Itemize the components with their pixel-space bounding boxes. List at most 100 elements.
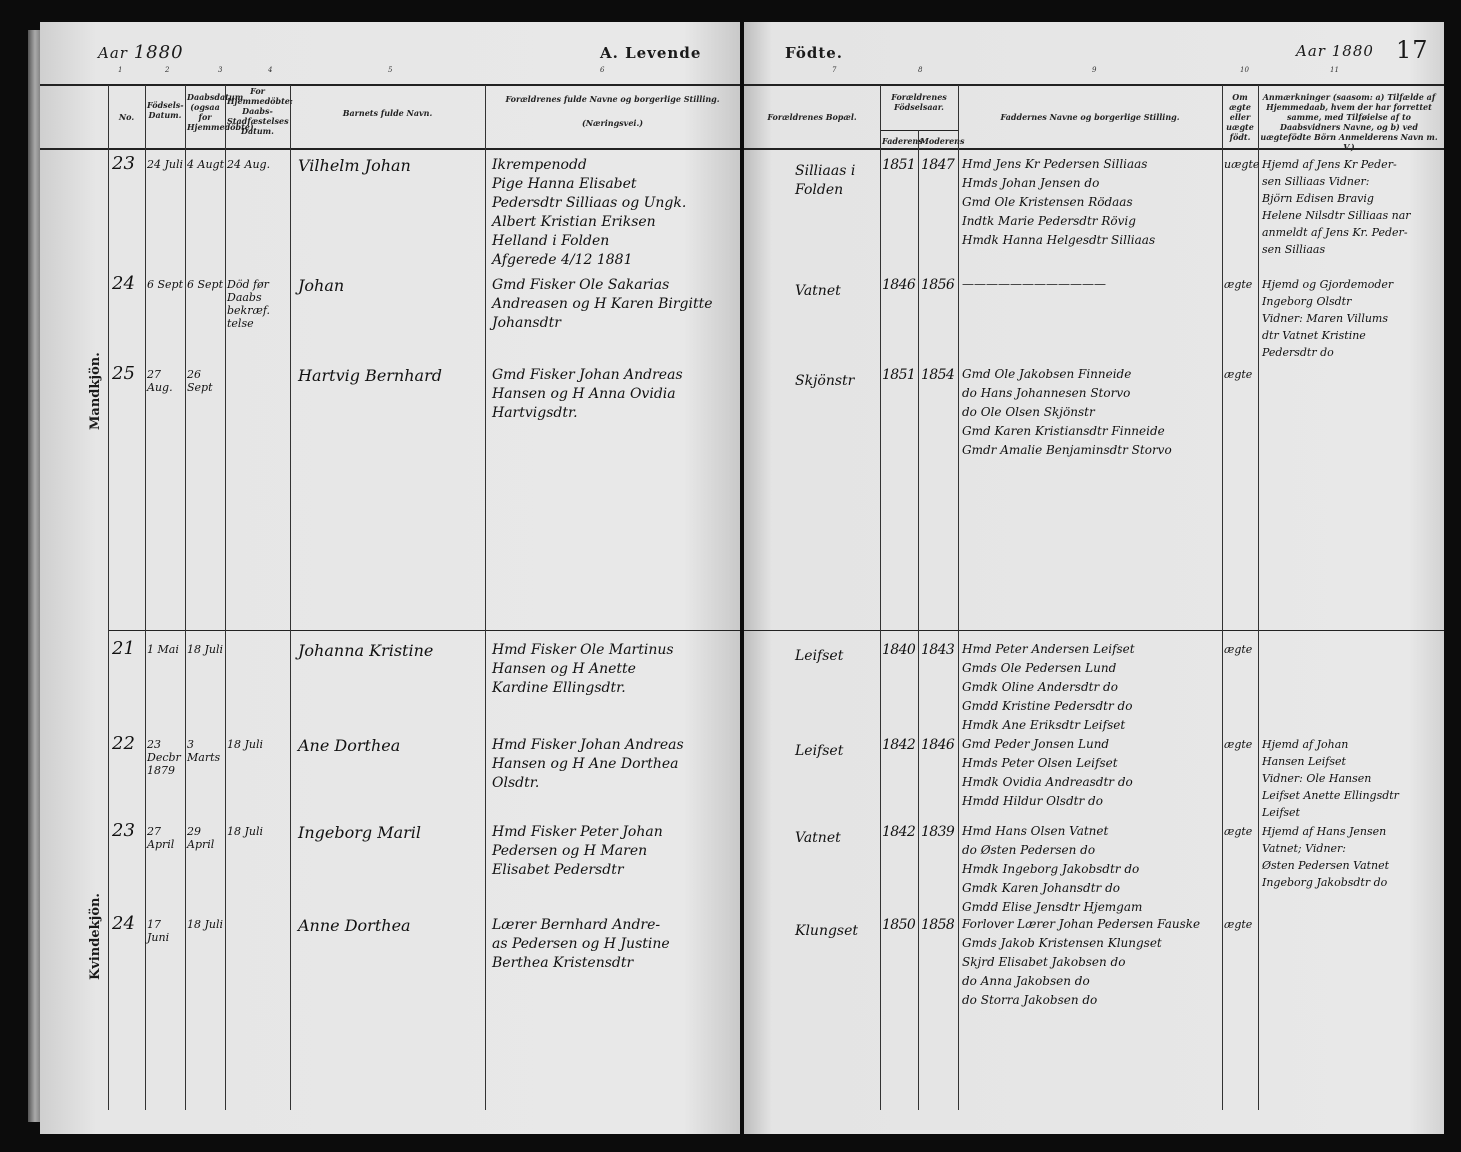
parents-line: Hmd Fisker Peter Johan [492,824,663,840]
confirmation-date: 18 Juli [227,738,264,751]
remark-line: Pedersdtr do [1262,346,1334,359]
header-sponsors: Faddernes Navne og borgerlige Stilling. [1000,112,1180,122]
left-title: A. Levende [600,44,702,62]
entry-number: 23 [112,820,135,841]
residence: Folden [795,182,844,198]
sponsor-line: Hmd Hans Olsen Vatnet [962,824,1109,838]
legitimacy: ægte [1224,825,1253,838]
entry-number: 24 [112,273,135,294]
child-name: Johan [298,276,345,295]
sponsor-line: Gmd Ole Jakobsen Finneide [962,367,1132,381]
header-home-baptized: For Hjemmedöbte: Daabs-Stadfæstelses Dat… [227,86,293,136]
column-number: 6 [600,66,605,74]
child-name: Ingeborg Maril [298,823,421,842]
parents-line: Olsdtr. [492,775,540,791]
baptism-date: 18 Juli [187,643,224,656]
legitimacy: ægte [1224,278,1253,291]
residence: Vatnet [795,830,841,846]
remark-line: Leifset [1262,806,1300,819]
column-line [1258,85,1259,1110]
mother-birth-year: 1858 [921,917,955,933]
mother-birth-year: 1856 [921,277,955,293]
legitimacy: uægte [1224,158,1260,171]
mother-birth-year: 1847 [921,157,955,173]
parents-line: Albert Kristian Eriksen [492,214,656,230]
remark-line: sen Silliaas Vidner: [1262,175,1370,188]
residence: Klungset [795,923,859,939]
header-father: Faderens [882,136,923,146]
sponsor-line: Hmd Peter Andersen Leifset [962,642,1135,656]
column-number: 9 [1092,66,1097,74]
parents-line: Berthea Kristensdtr [492,955,634,971]
parents-line: Hmd Fisker Ole Martinus [492,642,674,658]
entry-number: 23 [112,153,135,174]
sponsor-line: Gmds Ole Pedersen Lund [962,661,1117,675]
sponsor-line: do Storra Jakobsen do [962,993,1098,1007]
father-birth-year: 1846 [882,277,916,293]
column-line [958,85,959,1110]
sponsor-line: Gmdd Kristine Pedersdtr do [962,699,1133,713]
parents-line: Kardine Ellingsdtr. [492,680,626,696]
header-baptism-date: Daabsdatum (ogsaa for Hjemmedöbte). [187,92,257,132]
year-value: 1880 [133,42,184,63]
left-page [40,22,740,1134]
parents-line: Hansen og H Anna Ovidia [492,386,676,402]
sponsor-line: Hmd Jens Kr Pedersen Silliaas [962,157,1148,171]
remark-line: anmeldt af Jens Kr. Peder- [1262,226,1408,239]
remark-line: Vidner: Ole Hansen [1262,772,1372,785]
header-parents: Forældrenes fulde Navne og borgerlige St… [505,94,720,104]
remark-line: Björn Edisen Bravig [1262,192,1374,205]
remark-line: Hansen Leifset [1262,755,1346,768]
header-no: No. [118,112,135,122]
child-name: Hartvig Bernhard [298,366,442,385]
parents-line: Hartvigsdtr. [492,405,578,421]
sponsor-line: Hmdd Hildur Olsdtr do [962,794,1103,808]
baptism-date: 29 April [187,825,215,851]
year-left: Aar 1880 [98,42,184,63]
section-divider [108,630,740,631]
column-number: 10 [1240,66,1249,74]
rule-line [744,148,1444,150]
remark-line: Hjemd af Jens Kr Peder- [1262,158,1397,171]
remark-line: Vidner: Maren Villums [1262,312,1389,325]
sponsor-line: Gmd Karen Kristiansdtr Finneide [962,424,1165,438]
column-line [145,85,146,1110]
page-number: 17 [1396,36,1429,64]
section-divider [744,630,1444,631]
column-line [185,85,186,1110]
header-birth-date: Födsels-Datum. [147,100,184,120]
residence: Vatnet [795,283,841,299]
residence: Leifset [795,743,844,759]
remark-line: Hjemd og Gjordemoder [1262,278,1394,291]
sponsor-line: Hmdk Ingeborg Jakobsdtr do [962,862,1140,876]
right-title: Födte. [785,44,844,62]
parents-line: Gmd Fisker Ole Sakarias [492,277,670,293]
parents-line: Hansen og H Anette [492,661,636,677]
sponsor-line: ———————————— [962,277,1106,291]
column-line [108,85,109,1110]
remark-line: Helene Nilsdtr Silliaas nar [1262,209,1411,222]
remark-line: dtr Vatnet Kristine [1262,329,1366,342]
legitimacy: ægte [1224,643,1253,656]
confirmation-date: 18 Juli [227,825,264,838]
father-birth-year: 1842 [882,737,916,753]
parents-line: Andreasen og H Karen Birgitte [492,296,713,312]
sponsor-line: Gmdr Amalie Benjaminsdtr Storvo [962,443,1172,457]
year-value: 1880 [1331,42,1374,60]
parents-line: Hansen og H Ane Dorthea [492,756,679,772]
column-line [1222,85,1223,1110]
column-number: 3 [218,66,223,74]
header-residence: Forældrenes Bopæl. [767,112,857,122]
birth-date: 6 Sept [147,278,184,291]
header-mother: Moderens [920,136,965,146]
confirmation-date: 24 Aug. [227,158,271,171]
birth-date: 27 Aug. [147,368,173,394]
remark-line: Hjemd af Hans Jensen [1262,825,1387,838]
remark-line: Ingeborg Olsdtr [1262,295,1352,308]
mother-birth-year: 1846 [921,737,955,753]
child-name: Johanna Kristine [298,641,434,660]
legitimacy: ægte [1224,918,1253,931]
column-number: 4 [268,66,273,74]
sponsor-line: Hmdk Hanna Helgesdtr Silliaas [962,233,1156,247]
remark-line: sen Silliaas [1262,243,1326,256]
